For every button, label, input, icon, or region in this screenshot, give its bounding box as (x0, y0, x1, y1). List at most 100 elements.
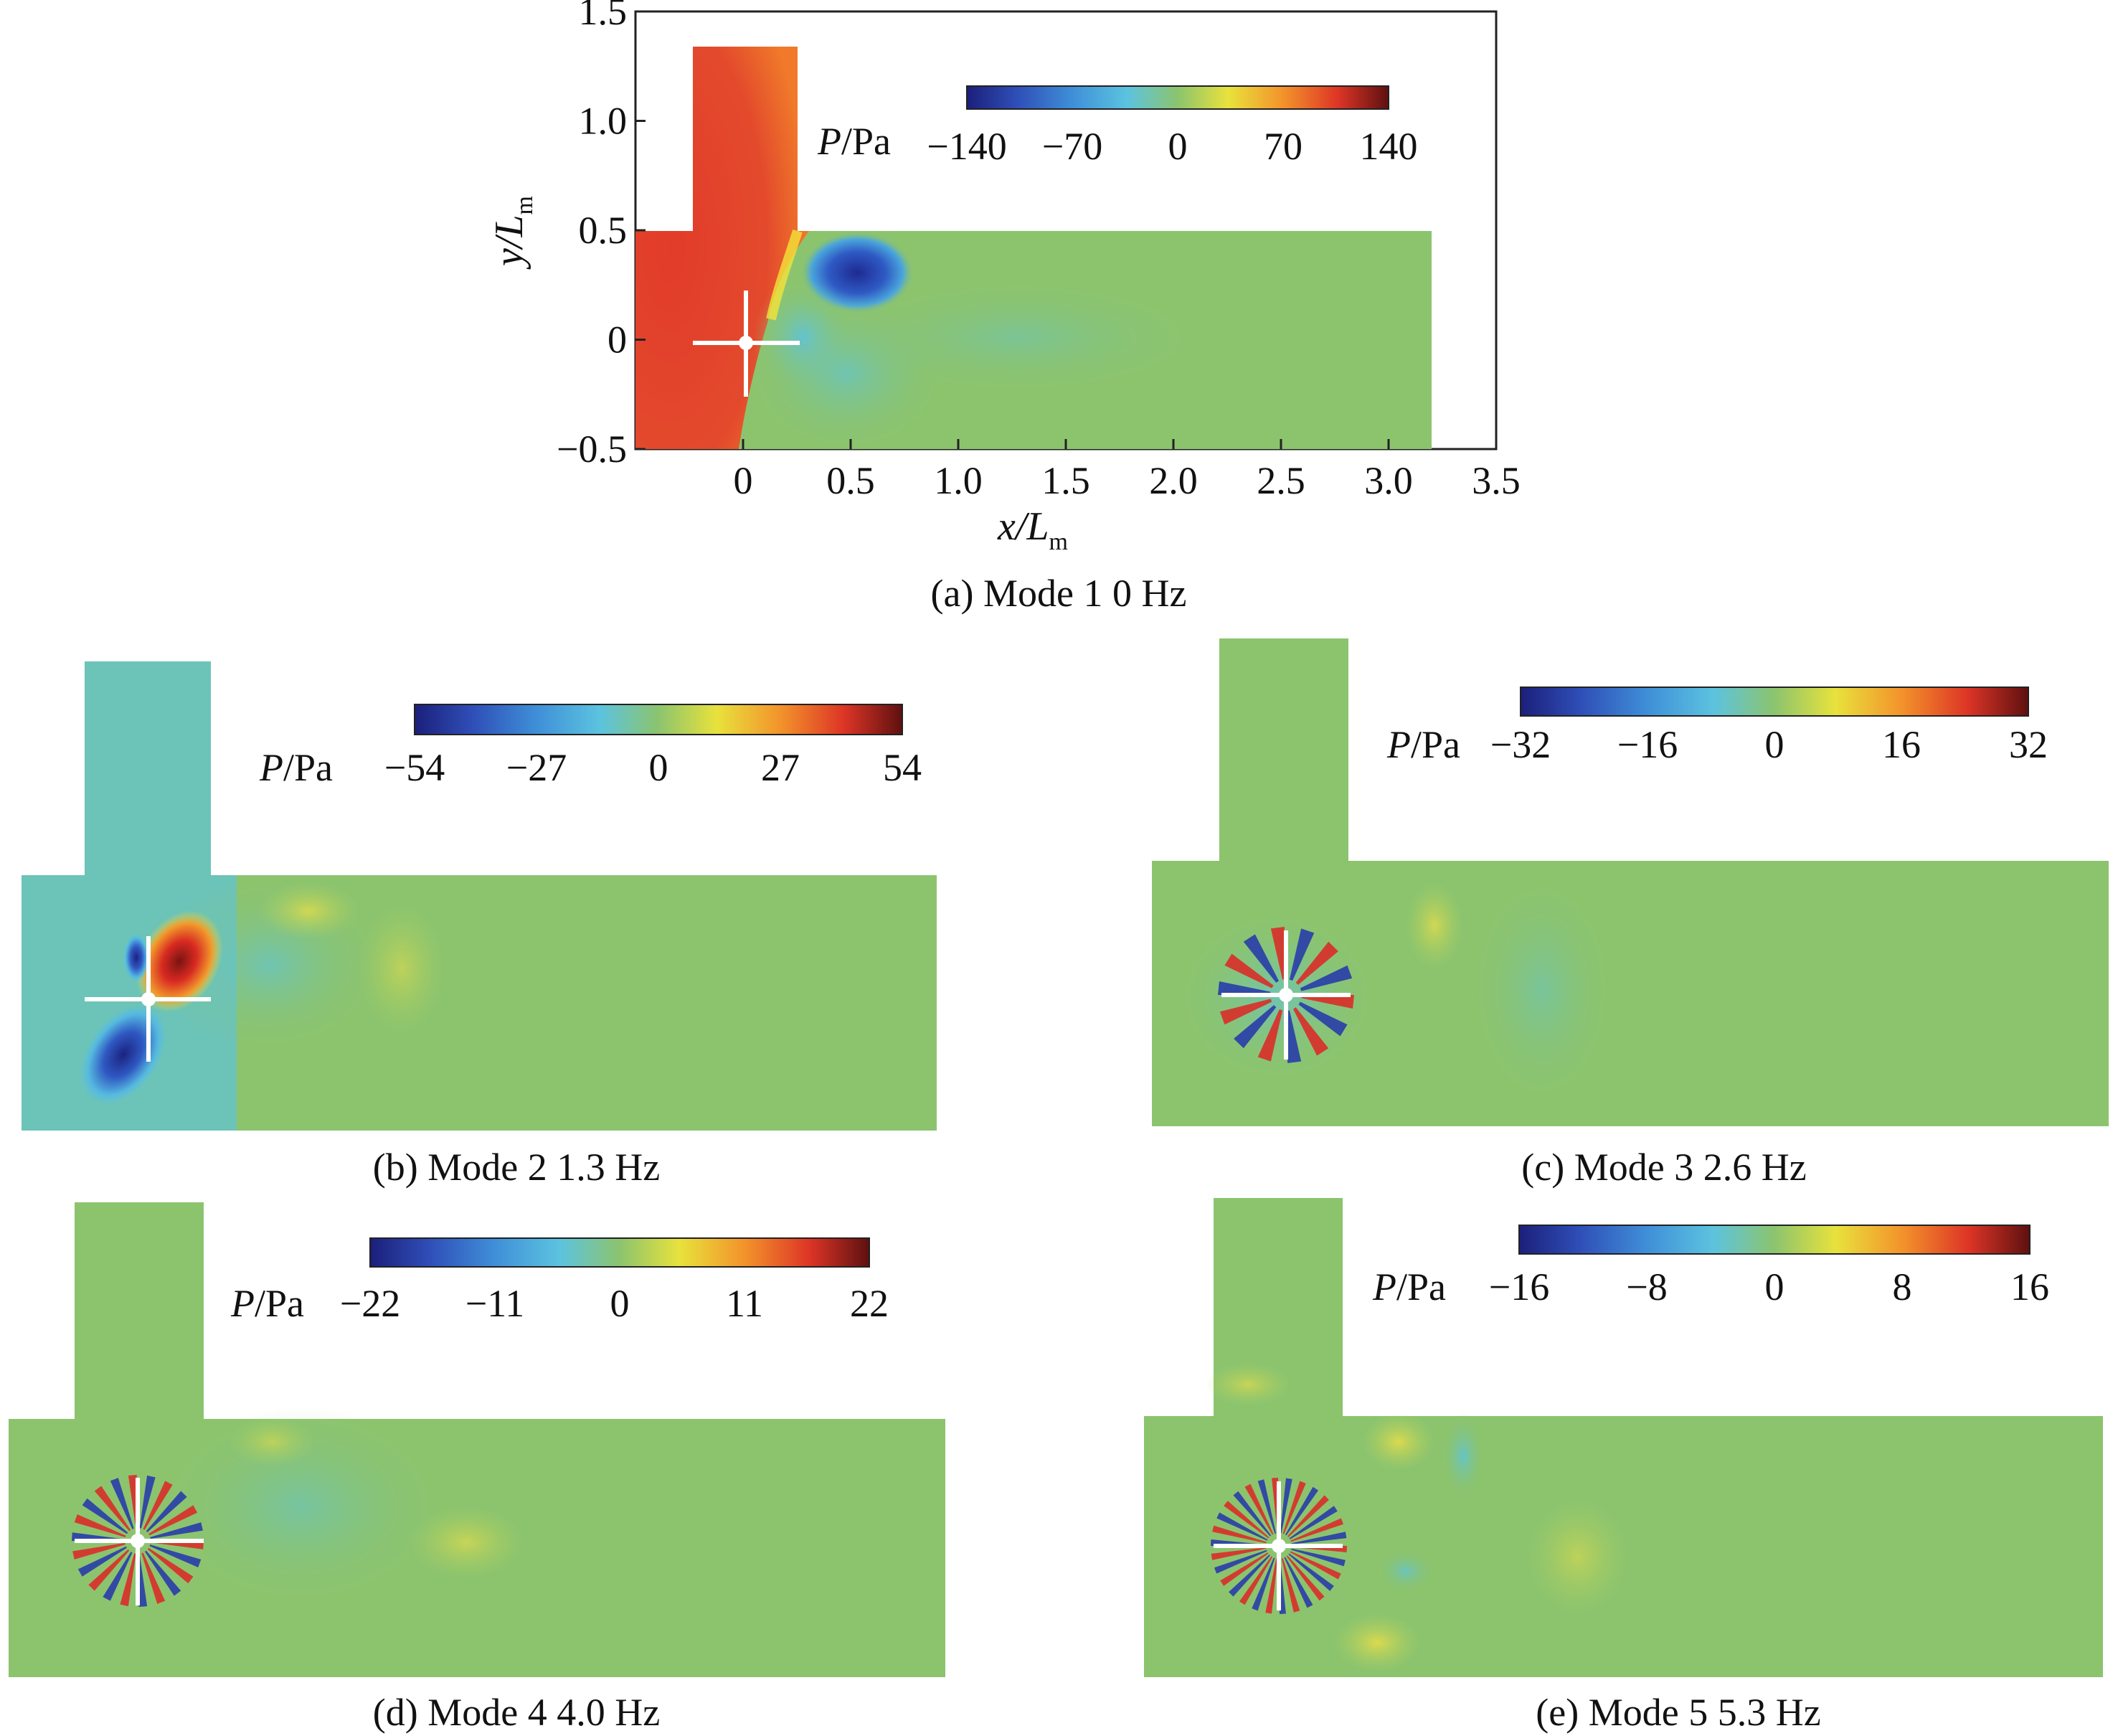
rotor-lobe (1291, 1548, 1346, 1567)
rotor-lobe (1288, 1553, 1334, 1591)
rotor-lobe (94, 1486, 131, 1532)
panel-b-colorbar-label: P/Pa (259, 746, 333, 789)
rotor-lobe (1211, 1547, 1267, 1560)
x-tick-label: 0 (734, 459, 753, 502)
y-tick-label: −0.5 (557, 428, 627, 471)
rotor-lobe (1224, 953, 1274, 989)
colorbar-tick-label: 27 (761, 746, 800, 789)
rotor-lobe (1216, 1512, 1268, 1541)
rotor-lobe (128, 1475, 138, 1529)
y-tick-label: 0.5 (579, 209, 628, 252)
rotor-lobe (88, 1549, 130, 1591)
colorbar-tick-label: −22 (340, 1282, 400, 1325)
colorbar-tick-label: −27 (506, 746, 567, 789)
panel-a: 0 0.5 1.0 1.5 2.0 2.5 3.0 3.5 −0.5 0 0.5 1.0 1.5 x/… (487, 0, 1521, 615)
rotor-lobe (147, 1547, 194, 1584)
colorbar-tick-label: 11 (726, 1282, 763, 1325)
colorbar-tick-label: 16 (2010, 1265, 2049, 1308)
panel-c-colorbar (1520, 687, 2029, 717)
rotor-lobe (149, 1544, 202, 1568)
rotor-lobe (72, 1542, 126, 1560)
rotor-lobe (1252, 1557, 1275, 1611)
colorbar-tick-label: 0 (610, 1282, 630, 1325)
rotor-lobe (1289, 1506, 1338, 1539)
panel-d-caption: (d) Mode 4 4.0 Hz (373, 1691, 660, 1734)
panel-d-colorbar-ticks: −22 −11 0 11 22 (340, 1282, 889, 1325)
x-tick-label: 3.5 (1472, 459, 1521, 502)
rotor-lobe (141, 1552, 166, 1604)
panel-c-caption: (c) Mode 3 2.6 Hz (1521, 1146, 1806, 1189)
colorbar-tick-label: −54 (384, 746, 445, 789)
rotor-lobe (1218, 981, 1271, 995)
rotor-lobe (1270, 927, 1286, 980)
rotor-lobe (150, 1522, 203, 1539)
rotor-lobe (1290, 1518, 1344, 1542)
panel-a-x-ticks: 0 0.5 1.0 1.5 2.0 2.5 3.0 3.5 (734, 439, 1521, 502)
rotor-lobe (1291, 1532, 1347, 1544)
panel-e-colorbar-ticks: −16 −8 0 8 16 (1489, 1265, 2049, 1308)
rotor-lobe (74, 1514, 126, 1537)
rotor-lobe (1292, 1007, 1329, 1056)
panel-c: P/Pa −32 −16 0 16 32 (c) Mode 3 2.6 Hz (1152, 638, 2109, 1189)
x-tick-label: 2.5 (1257, 459, 1305, 502)
rotor-lobe (1239, 1556, 1272, 1605)
panel-e-field (1144, 1198, 2103, 1677)
colorbar-tick-label: 22 (850, 1282, 889, 1325)
panel-d-colorbar-label: P/Pa (230, 1282, 304, 1325)
rotor-lobe (82, 1498, 128, 1534)
panel-c-rotor-pattern (1218, 927, 1354, 1063)
rotor-lobe (1212, 1525, 1267, 1544)
panel-a-y-axis-label: y/Lm (487, 196, 538, 270)
rotor-lobe (1282, 1481, 1306, 1534)
x-tick-label: 2.0 (1149, 459, 1198, 502)
panel-b-colorbar (414, 704, 903, 735)
rotor-lobe (1290, 1551, 1341, 1580)
rotor-lobe (1214, 1549, 1267, 1574)
rotor-lobe (1229, 1555, 1270, 1597)
colorbar-tick-label: −11 (465, 1282, 524, 1325)
panel-a-field (635, 47, 1432, 452)
panel-d-colorbar (369, 1237, 870, 1268)
colorbar-tick-label: −140 (927, 125, 1006, 168)
x-tick-label: 0.5 (826, 459, 875, 502)
panel-a-colorbar-ticks: −140 −70 0 70 140 (927, 125, 1417, 168)
panel-a-x-axis-label: x/Lm (997, 504, 1068, 555)
rotor-lobe (143, 1481, 173, 1530)
panel-e-colorbar (1518, 1225, 2030, 1255)
colorbar-tick-label: −16 (1617, 723, 1678, 766)
colorbar-tick-label: 16 (1882, 723, 1921, 766)
panel-a-y-ticks: −0.5 0 0.5 1.0 1.5 (557, 0, 646, 471)
rotor-lobe (1300, 965, 1353, 991)
y-tick-label: 1.5 (579, 0, 628, 33)
panel-d: P/Pa −22 −11 0 11 22 (d) Mode 4 4.0 Hz (9, 1202, 945, 1734)
rotor-lobe (1233, 1491, 1272, 1537)
rotor-lobe (146, 1491, 187, 1533)
colorbar-tick-label: 70 (1264, 125, 1303, 168)
rotor-lobe (1298, 1001, 1348, 1037)
colorbar-tick-label: −70 (1042, 125, 1102, 168)
rotor-lobe (138, 1553, 148, 1607)
colorbar-tick-label: −32 (1490, 723, 1551, 766)
x-tick-label: 1.5 (1041, 459, 1090, 502)
panel-c-field (1152, 638, 2109, 1126)
colorbar-tick-label: 0 (1168, 125, 1188, 168)
rotor-lobe (103, 1552, 133, 1601)
panel-a-colorbar (966, 85, 1389, 110)
panel-b: P/Pa −54 −27 0 27 54 (b) Mode 2 1.3 Hz (22, 661, 937, 1189)
colorbar-tick-label: 140 (1360, 125, 1418, 168)
rotor-lobe (1286, 1010, 1302, 1063)
panel-b-colorbar-ticks: −54 −27 0 27 54 (384, 746, 922, 789)
y-tick-label: 1.0 (579, 100, 628, 143)
rotor-lobe (144, 1550, 181, 1596)
rotor-lobe (1285, 1486, 1319, 1536)
colorbar-tick-label: 0 (1765, 723, 1784, 766)
panel-c-colorbar-ticks: −32 −16 0 16 32 (1490, 723, 2048, 766)
rotor-lobe (1284, 1557, 1313, 1608)
rotor-lobe (1244, 1483, 1274, 1535)
rotor-lobe (139, 1475, 156, 1529)
rotor-lobe (110, 1478, 134, 1529)
rotor-lobe (1224, 1501, 1270, 1539)
colorbar-tick-label: 8 (1893, 1265, 1912, 1308)
y-tick-label: 0 (607, 319, 627, 362)
rotor-lobe (148, 1505, 198, 1536)
